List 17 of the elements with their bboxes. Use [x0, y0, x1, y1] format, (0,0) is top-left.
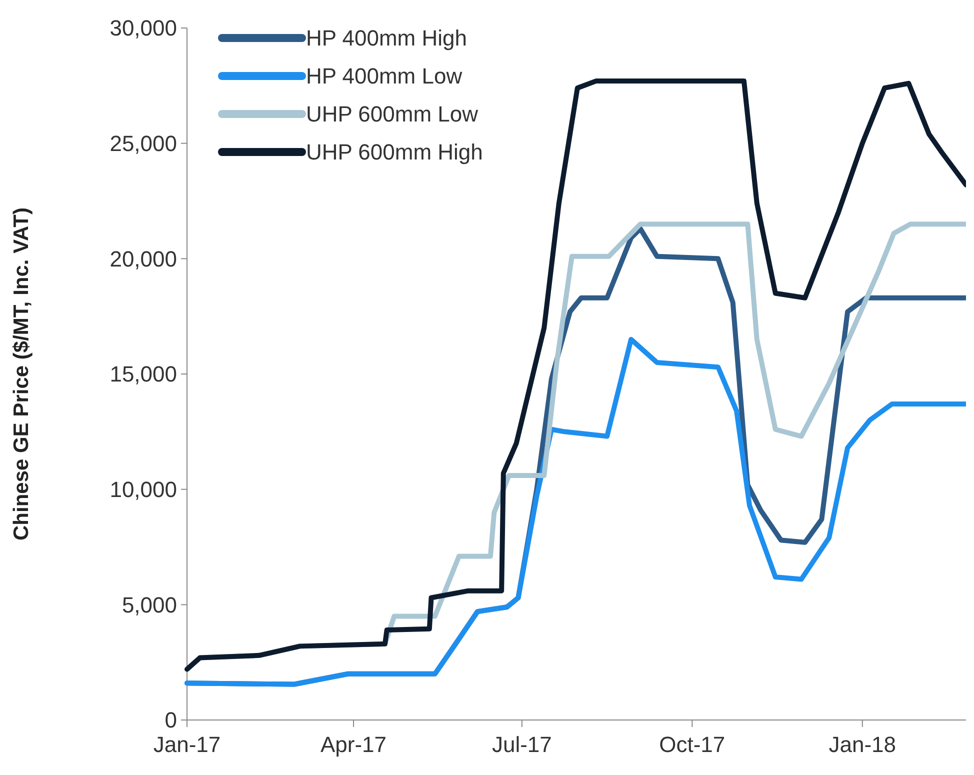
y-tick-label: 15,000 [110, 362, 177, 387]
legend-label: UHP 600mm Low [306, 102, 478, 127]
y-tick-label: 0 [164, 708, 177, 733]
x-tick-label: Oct-17 [659, 732, 726, 757]
y-tick-label: 25,000 [110, 131, 177, 156]
legend-label: UHP 600mm High [306, 140, 483, 165]
y-axis-title: Chinese GE Price ($/MT, Inc. VAT) [10, 208, 33, 540]
legend-label: HP 400mm Low [306, 64, 462, 89]
x-tick-label: Jul-17 [492, 732, 552, 757]
legend-label: HP 400mm High [306, 26, 467, 51]
y-tick-label: 10,000 [110, 477, 177, 502]
y-tick-label: 20,000 [110, 246, 177, 272]
x-tick-label: Jan-18 [828, 732, 896, 757]
x-tick-label: Apr-17 [320, 732, 387, 757]
y-tick-label: 5,000 [122, 592, 177, 618]
y-tick-label: 30,000 [110, 16, 177, 41]
x-tick-label: Jan-17 [153, 732, 221, 757]
